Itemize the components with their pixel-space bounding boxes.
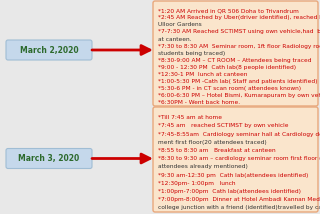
Text: *2:45 AM Reached by Uber(driver identified), reached home at: *2:45 AM Reached by Uber(driver identifi… — [158, 15, 320, 20]
Text: *1:20 AM Arrived in QR 506 Doha to Trivandrum: *1:20 AM Arrived in QR 506 Doha to Triva… — [158, 8, 299, 13]
Text: March 2,2020: March 2,2020 — [20, 46, 78, 55]
Text: at canteen.: at canteen. — [158, 37, 191, 42]
Text: *7:00pm-8:00pm  Dinner at Hotel Ambadi Kannan Medical: *7:00pm-8:00pm Dinner at Hotel Ambadi Ka… — [158, 197, 320, 202]
Text: attendees already mentioned): attendees already mentioned) — [158, 164, 248, 169]
Text: *7:30 to 8:30 AM  Seminar room, 1ft floor Radiology room(8: *7:30 to 8:30 AM Seminar room, 1ft floor… — [158, 44, 320, 49]
Text: *6:30PM - Went back home.: *6:30PM - Went back home. — [158, 100, 240, 105]
Text: *6:00-6:30 PM – Hotel Bismi, Kumarapuram by own vehicle.: *6:00-6:30 PM – Hotel Bismi, Kumarapuram… — [158, 93, 320, 98]
Text: *8:55 to 8:30 am   Breakfast at canteen: *8:55 to 8:30 am Breakfast at canteen — [158, 148, 276, 153]
Text: *8:30-9:00 AM – CT ROOM – Attendees being traced: *8:30-9:00 AM – CT ROOM – Attendees bein… — [158, 58, 311, 63]
Text: *7-7:30 AM Reached SCTIMST using own vehicle,had  breakfast: *7-7:30 AM Reached SCTIMST using own veh… — [158, 30, 320, 34]
FancyBboxPatch shape — [6, 149, 92, 168]
Text: *9:30 am-12:30 pm  Cath lab(attendees identified): *9:30 am-12:30 pm Cath lab(attendees ide… — [158, 173, 308, 178]
Text: *7:45-8:55am  Cardiology seminar hall at Cardiology depart-: *7:45-8:55am Cardiology seminar hall at … — [158, 132, 320, 137]
Text: *1:00pm-7:00pm  Cath lab(attendees identified): *1:00pm-7:00pm Cath lab(attendees identi… — [158, 189, 301, 194]
Text: *12:30pm- 1:00pm   lunch: *12:30pm- 1:00pm lunch — [158, 181, 236, 186]
FancyBboxPatch shape — [153, 107, 318, 212]
Text: *9:00 - 12:30 PM  Cath lab(8 people identified): *9:00 - 12:30 PM Cath lab(8 people ident… — [158, 65, 296, 70]
Text: Ulloor Gardens: Ulloor Gardens — [158, 22, 202, 27]
Text: college junction with a friend (identified)travelled by car.: college junction with a friend (identifi… — [158, 205, 320, 211]
Text: *8:30 to 9:30 am – cardiology seminar room first floor (20: *8:30 to 9:30 am – cardiology seminar ro… — [158, 156, 320, 161]
Text: *5:30-6 PM - in CT scan room( attendees known): *5:30-6 PM - in CT scan room( attendees … — [158, 86, 301, 91]
FancyBboxPatch shape — [6, 40, 92, 60]
Text: *Till 7:45 am at home: *Till 7:45 am at home — [158, 115, 222, 120]
Text: March 3, 2020: March 3, 2020 — [18, 154, 80, 163]
Text: *12:30-1 PM  lunch at canteen: *12:30-1 PM lunch at canteen — [158, 72, 247, 77]
Text: *1:00-5:30 PM -Cath lab( Staff and patients identified): *1:00-5:30 PM -Cath lab( Staff and patie… — [158, 79, 317, 84]
FancyBboxPatch shape — [153, 1, 318, 106]
Text: *7:45 am   reached SCTIMST by own vehicle: *7:45 am reached SCTIMST by own vehicle — [158, 123, 289, 128]
Text: ment first floor(20 attendees traced): ment first floor(20 attendees traced) — [158, 140, 267, 145]
Text: students being traced): students being traced) — [158, 51, 225, 56]
